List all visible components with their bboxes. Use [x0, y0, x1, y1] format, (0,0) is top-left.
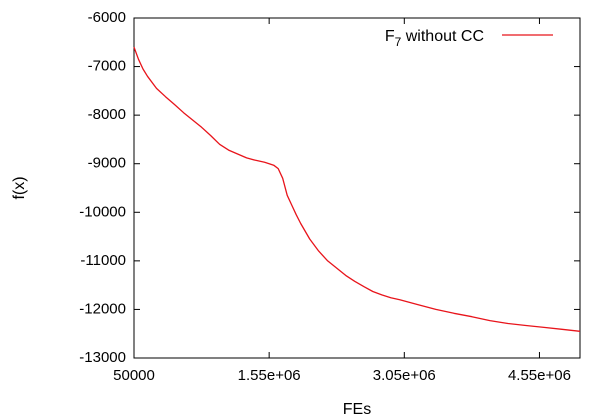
y-tick-label: -10000	[79, 203, 126, 220]
y-tick-label: -12000	[79, 300, 126, 317]
legend-entry-label: F7 without CC	[385, 28, 484, 49]
plot-frame	[133, 17, 581, 359]
x-axis-title: FEs	[343, 401, 371, 418]
y-tick-label: -6000	[88, 9, 126, 26]
x-axis-ticks: 50000 1.55e+06 3.05e+06 4.55e+06	[113, 18, 571, 384]
x-tick-label: 50000	[113, 367, 155, 384]
y-axis-title: f(x)	[11, 176, 28, 199]
x-tick-label: 1.55e+06	[238, 367, 301, 384]
series-line	[133, 46, 581, 332]
y-axis-ticks: -13000 -12000 -11000 -10000 -9000 -8000 -7000 -…	[79, 9, 580, 366]
y-tick-label: -9000	[88, 155, 126, 172]
series-layer	[133, 46, 581, 332]
y-tick-label: -11000	[80, 252, 126, 269]
x-tick-label: 3.05e+06	[373, 367, 436, 384]
y-tick-label: -7000	[88, 58, 126, 75]
legend: F7 without CC	[385, 28, 553, 49]
y-tick-label: -13000	[79, 349, 126, 366]
legend-label-subscript: 7	[395, 35, 402, 49]
x-tick-label: 4.55e+06	[508, 367, 571, 384]
y-tick-label: -8000	[88, 106, 126, 123]
legend-label-main: F	[385, 28, 395, 45]
legend-label-rest: without CC	[401, 28, 484, 45]
